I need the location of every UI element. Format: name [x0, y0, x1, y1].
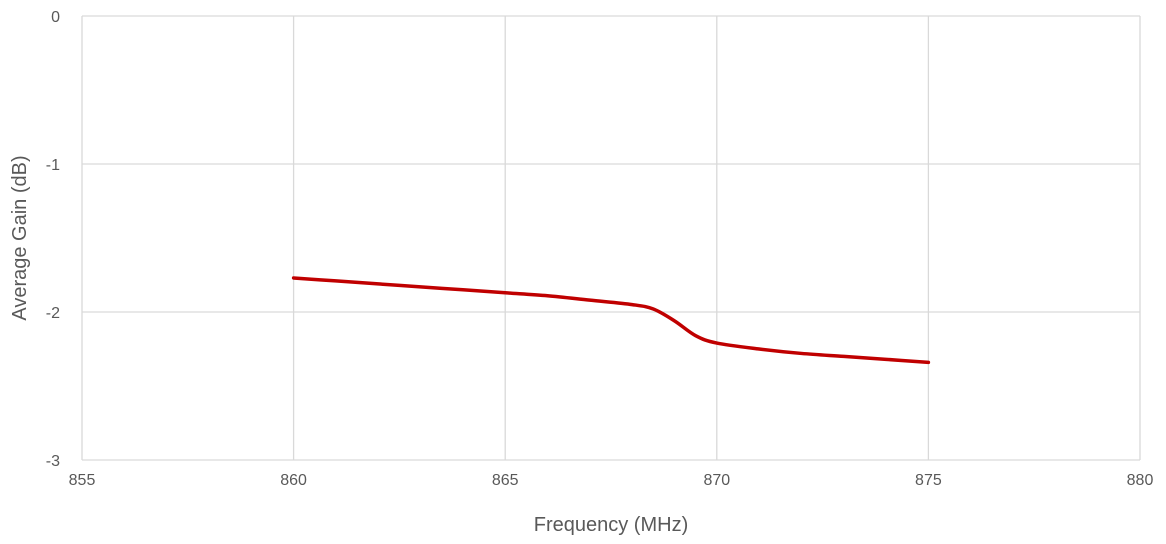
x-tick-label: 860	[280, 472, 307, 489]
y-tick-label: -3	[46, 453, 60, 470]
x-axis-title: Frequency (MHz)	[534, 514, 688, 536]
series-line	[291, 276, 931, 365]
y-tick-label: -2	[46, 305, 60, 322]
y-tick-label: -1	[46, 157, 60, 174]
x-tick-label: 880	[1127, 472, 1154, 489]
y-tick-label: 0	[51, 9, 60, 26]
y-axis-title: Average Gain (dB)	[9, 155, 31, 320]
x-tick-label: 855	[69, 472, 96, 489]
x-tick-label: 875	[915, 472, 942, 489]
x-tick-label: 865	[492, 472, 519, 489]
tick-labels: 855 860 865 870 875 880 0 -1 -2 -3	[46, 9, 1154, 489]
grid	[81, 15, 1141, 461]
series-layer	[291, 276, 931, 365]
x-tick-label: 870	[703, 472, 730, 489]
